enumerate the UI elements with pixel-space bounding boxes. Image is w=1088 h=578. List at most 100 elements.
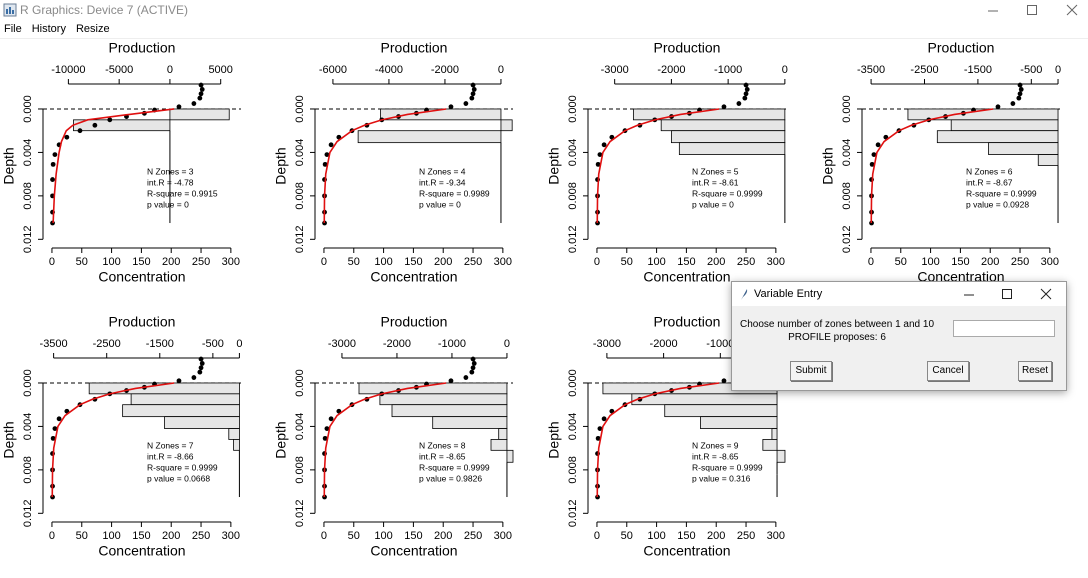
- x-axis-label: Concentration: [98, 543, 185, 559]
- x-tick-label: 250: [737, 256, 755, 268]
- top-tick-label: 0: [504, 338, 510, 350]
- reset-button[interactable]: Reset: [1018, 361, 1052, 381]
- data-point: [324, 152, 330, 157]
- data-point: [1010, 101, 1016, 106]
- y-tick-label: 0.012: [567, 500, 579, 528]
- cancel-button[interactable]: Cancel: [927, 361, 969, 381]
- zone-bar: [228, 428, 240, 440]
- minimize-button[interactable]: [987, 5, 999, 17]
- zone-bar: [664, 404, 778, 418]
- y-axis-label: Depth: [273, 421, 289, 458]
- maximize-button[interactable]: [1001, 288, 1013, 300]
- x-tick-label: 300: [222, 256, 240, 268]
- zone-bar: [506, 449, 514, 463]
- x-tick-label: 200: [434, 256, 452, 268]
- x-tick-label: 300: [1041, 256, 1059, 268]
- x-tick-label: 200: [707, 256, 725, 268]
- top-tick-label: -500: [202, 338, 224, 350]
- x-tick-label: 250: [192, 530, 210, 542]
- menu-bar: File History Resize: [0, 21, 1088, 39]
- stat-annotation: R-square = 0.9915: [147, 188, 218, 198]
- minimize-button[interactable]: [963, 289, 975, 301]
- top-tick-label: 0: [1055, 64, 1061, 76]
- x-tick-label: 0: [49, 530, 55, 542]
- data-point: [50, 161, 56, 167]
- top-tick-label: -3000: [601, 64, 629, 76]
- zone-bar: [950, 119, 1059, 132]
- data-point: [92, 122, 98, 128]
- data-point: [463, 101, 469, 106]
- data-point: [322, 161, 328, 167]
- top-axis-label: Production: [654, 40, 721, 56]
- y-tick-label: 0.012: [841, 226, 853, 254]
- zone-bar: [771, 428, 778, 440]
- data-point: [743, 91, 749, 97]
- zone-bar: [670, 130, 786, 144]
- data-point: [448, 104, 454, 110]
- y-axis-label: Depth: [1, 147, 17, 184]
- top-tick-label: -4000: [375, 64, 403, 76]
- top-tick-label: -5000: [105, 64, 133, 76]
- top-tick-label: -2500: [910, 64, 938, 76]
- stat-annotation: R-square = 0.9999: [147, 462, 218, 472]
- stat-annotation: N Zones = 6: [966, 166, 1013, 176]
- top-tick-label: -1000: [438, 338, 466, 350]
- data-point: [191, 101, 197, 106]
- data-point: [469, 95, 475, 101]
- data-point: [197, 95, 203, 101]
- stat-annotation: p value = 0.9826: [419, 473, 482, 483]
- y-tick-label: 0.004: [841, 139, 853, 167]
- stat-annotation: p value = 0.316: [692, 473, 751, 483]
- data-point: [721, 378, 727, 384]
- x-tick-label: 250: [192, 256, 210, 268]
- data-point: [50, 435, 56, 441]
- top-tick-label: -2000: [657, 64, 685, 76]
- data-point: [597, 152, 603, 157]
- stat-annotation: int.R = -8.65: [419, 451, 466, 461]
- y-axis-label: Depth: [546, 147, 562, 184]
- x-tick-label: 150: [404, 256, 422, 268]
- fit-line: [323, 382, 447, 498]
- submit-button[interactable]: Submit: [790, 361, 832, 381]
- stat-annotation: p value = 0.0668: [147, 473, 210, 483]
- x-tick-label: 300: [222, 530, 240, 542]
- close-button[interactable]: [1066, 4, 1078, 16]
- y-tick-label: 0.012: [294, 226, 306, 254]
- x-tick-label: 150: [951, 256, 969, 268]
- data-point: [995, 104, 1001, 110]
- y-axis-label: Depth: [820, 147, 836, 184]
- top-axis-label: Production: [381, 40, 448, 56]
- menu-item[interactable]: History: [31, 23, 66, 35]
- maximize-button[interactable]: [1026, 4, 1038, 16]
- feather-icon: [741, 289, 748, 300]
- zone-bar: [1037, 154, 1059, 166]
- data-point: [199, 87, 205, 92]
- y-tick-label: 0.004: [22, 139, 34, 167]
- top-tick-label: -1500: [146, 338, 174, 350]
- x-axis-label: Concentration: [643, 269, 730, 285]
- stat-annotation: N Zones = 8: [419, 440, 466, 450]
- fit-line: [51, 382, 175, 498]
- dialog-title-bar: Variable Entry: [732, 282, 1066, 306]
- y-tick-label: 0.008: [567, 182, 579, 210]
- close-button[interactable]: [1040, 288, 1052, 300]
- data-point: [463, 375, 469, 380]
- x-tick-label: 50: [76, 256, 88, 268]
- y-tick-label: 0.000: [567, 95, 579, 123]
- zones-input[interactable]: [953, 320, 1055, 337]
- y-axis-label: Depth: [546, 421, 562, 458]
- top-axis-label: Production: [109, 314, 176, 330]
- x-tick-label: 50: [621, 530, 633, 542]
- menu-item[interactable]: File: [4, 23, 22, 35]
- zone-bar: [776, 449, 786, 463]
- data-point: [448, 378, 454, 384]
- y-tick-label: 0.004: [567, 139, 579, 167]
- y-tick-label: 0.012: [567, 226, 579, 254]
- menu-item[interactable]: Resize: [75, 23, 110, 35]
- data-point: [191, 375, 197, 380]
- stat-annotation: R-square = 0.9999: [692, 188, 763, 198]
- stat-annotation: N Zones = 9: [692, 440, 739, 450]
- x-tick-label: 250: [464, 530, 482, 542]
- data-point: [470, 365, 476, 371]
